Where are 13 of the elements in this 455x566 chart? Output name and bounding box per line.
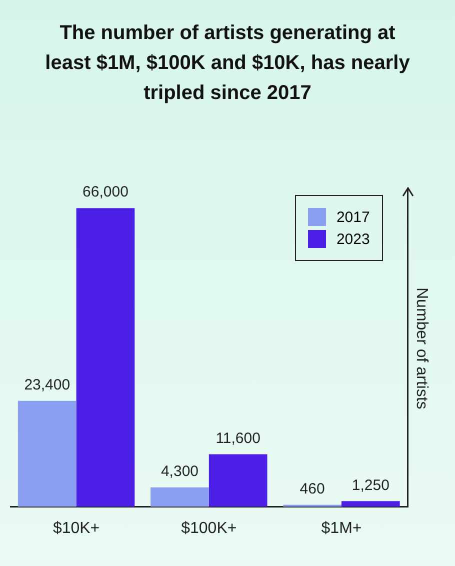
x-tick-label: $10K+ (52, 520, 100, 537)
data-label: 1,250 (352, 476, 390, 494)
data-label: 66,000 (82, 184, 128, 201)
data-label: 460 (300, 480, 325, 498)
legend-label: 2017 (335, 208, 370, 226)
data-label: 23,400 (24, 376, 70, 394)
chart-title: The number of artists generating at least $1M, $100K and $10K, has nearly tripled since 2017 (44, 21, 411, 106)
data-label: 11,600 (216, 430, 260, 447)
x-tick-label: $100K+ (181, 520, 237, 537)
data-label: 4,300 (160, 462, 198, 480)
x-tick-label: $1M+ (321, 520, 362, 537)
legend-label: 2023 (335, 230, 370, 248)
y-axis-title: Number of artists (412, 287, 430, 410)
